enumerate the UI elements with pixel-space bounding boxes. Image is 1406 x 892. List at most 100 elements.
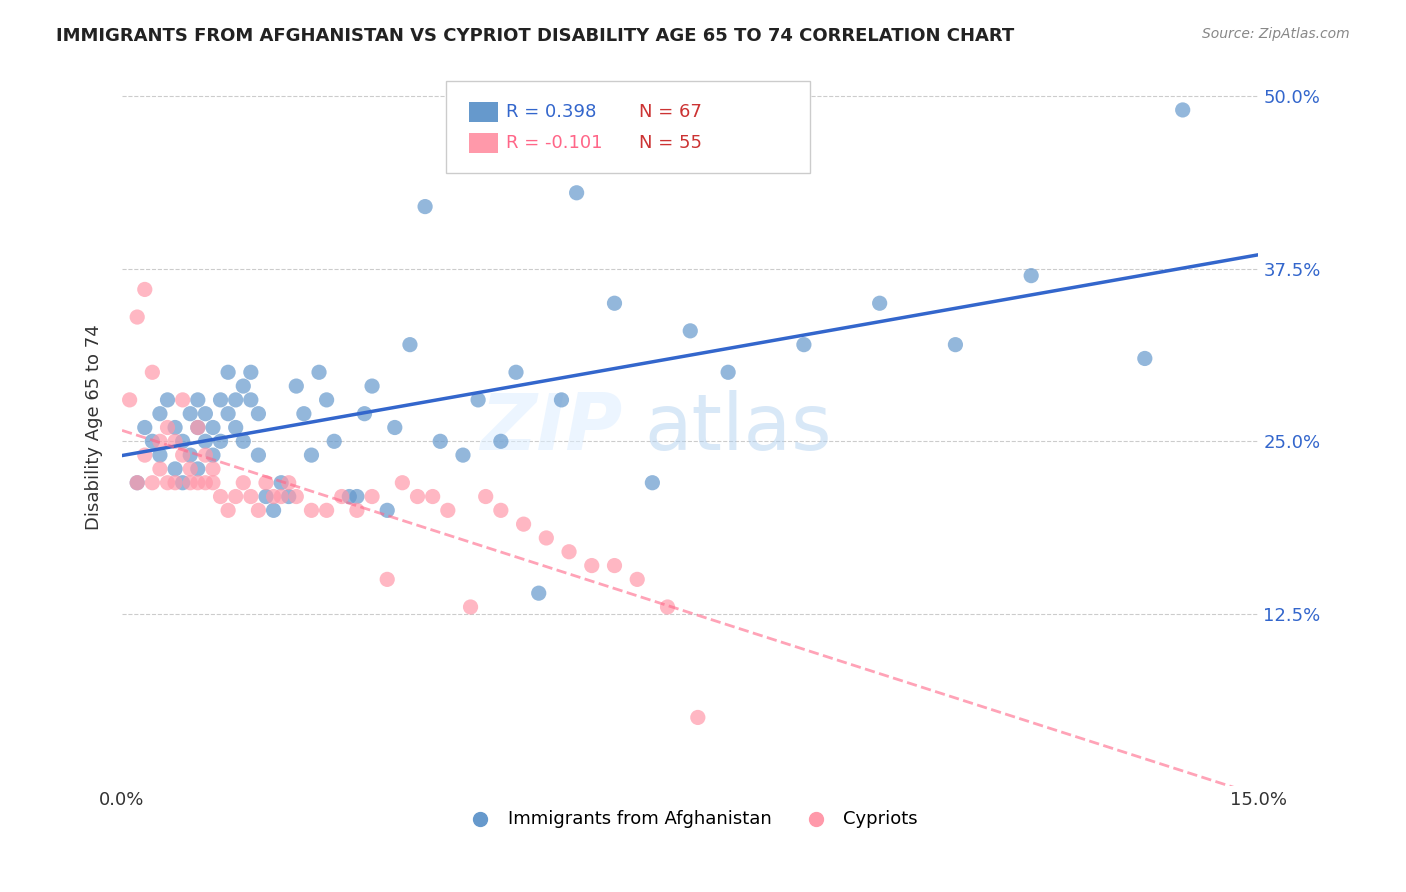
- Point: [239, 365, 262, 379]
- Point: [679, 324, 702, 338]
- Point: [156, 475, 179, 490]
- Point: [179, 462, 201, 476]
- Point: [527, 586, 550, 600]
- Point: [301, 503, 323, 517]
- Point: [217, 503, 239, 517]
- Point: [603, 558, 626, 573]
- Point: [225, 392, 247, 407]
- Point: [565, 186, 588, 200]
- Point: [165, 475, 187, 490]
- Point: [391, 475, 413, 490]
- Text: ZIP: ZIP: [479, 390, 621, 466]
- Point: [422, 490, 444, 504]
- Point: [134, 282, 156, 296]
- Point: [187, 420, 209, 434]
- Point: [337, 490, 360, 504]
- Point: [187, 462, 209, 476]
- Point: [285, 490, 308, 504]
- Text: N = 67: N = 67: [640, 103, 702, 120]
- Point: [429, 434, 451, 449]
- Point: [793, 337, 815, 351]
- Point: [217, 407, 239, 421]
- Point: [460, 599, 482, 614]
- Point: [194, 448, 217, 462]
- Point: [232, 475, 254, 490]
- Text: Source: ZipAtlas.com: Source: ZipAtlas.com: [1202, 27, 1350, 41]
- Point: [686, 710, 709, 724]
- Point: [641, 475, 664, 490]
- Point: [384, 420, 406, 434]
- Point: [285, 379, 308, 393]
- Point: [149, 448, 172, 462]
- Point: [225, 420, 247, 434]
- Point: [127, 475, 149, 490]
- Y-axis label: Disability Age 65 to 74: Disability Age 65 to 74: [86, 325, 103, 531]
- Point: [201, 462, 224, 476]
- Point: [581, 558, 603, 573]
- Point: [194, 475, 217, 490]
- Point: [277, 490, 299, 504]
- Point: [270, 490, 292, 504]
- Point: [209, 490, 232, 504]
- Point: [156, 420, 179, 434]
- Point: [451, 448, 474, 462]
- Point: [239, 392, 262, 407]
- Point: [657, 599, 679, 614]
- Point: [165, 462, 187, 476]
- Point: [127, 310, 149, 324]
- Point: [308, 365, 330, 379]
- Point: [232, 434, 254, 449]
- Point: [141, 475, 163, 490]
- Point: [232, 379, 254, 393]
- Text: R = -0.101: R = -0.101: [506, 134, 603, 153]
- Point: [149, 407, 172, 421]
- Point: [292, 407, 315, 421]
- Point: [315, 503, 337, 517]
- Point: [179, 448, 201, 462]
- Point: [467, 392, 489, 407]
- Point: [201, 420, 224, 434]
- Point: [406, 490, 429, 504]
- Point: [346, 490, 368, 504]
- Point: [187, 392, 209, 407]
- Legend: Immigrants from Afghanistan, Cypriots: Immigrants from Afghanistan, Cypriots: [456, 803, 925, 835]
- Point: [330, 490, 353, 504]
- Point: [301, 448, 323, 462]
- Point: [239, 490, 262, 504]
- Point: [118, 392, 141, 407]
- Point: [1171, 103, 1194, 117]
- Point: [149, 462, 172, 476]
- Point: [217, 365, 239, 379]
- Point: [254, 490, 277, 504]
- Point: [187, 420, 209, 434]
- Point: [134, 420, 156, 434]
- Point: [156, 392, 179, 407]
- Point: [270, 475, 292, 490]
- FancyBboxPatch shape: [468, 102, 498, 121]
- Point: [603, 296, 626, 310]
- Point: [165, 420, 187, 434]
- Point: [346, 503, 368, 517]
- Point: [172, 392, 194, 407]
- Point: [141, 434, 163, 449]
- Point: [353, 407, 375, 421]
- FancyBboxPatch shape: [446, 80, 810, 173]
- Point: [489, 434, 512, 449]
- Point: [945, 337, 967, 351]
- Text: IMMIGRANTS FROM AFGHANISTAN VS CYPRIOT DISABILITY AGE 65 TO 74 CORRELATION CHART: IMMIGRANTS FROM AFGHANISTAN VS CYPRIOT D…: [56, 27, 1015, 45]
- Point: [375, 573, 398, 587]
- Point: [165, 434, 187, 449]
- Point: [209, 392, 232, 407]
- Point: [437, 503, 460, 517]
- Point: [277, 475, 299, 490]
- Point: [399, 337, 422, 351]
- Point: [201, 448, 224, 462]
- Point: [375, 503, 398, 517]
- Text: atlas: atlas: [645, 390, 832, 466]
- Point: [361, 490, 384, 504]
- Point: [247, 503, 270, 517]
- Point: [489, 503, 512, 517]
- Point: [254, 475, 277, 490]
- Point: [149, 434, 172, 449]
- Point: [194, 434, 217, 449]
